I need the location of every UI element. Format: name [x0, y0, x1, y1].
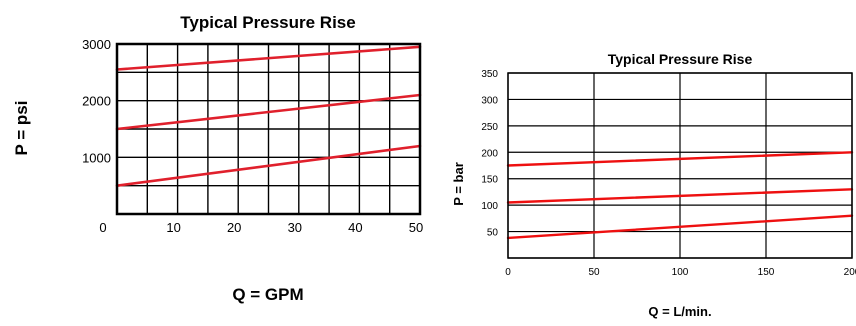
- series-line-3: [115, 144, 422, 187]
- y-tick-label: 250: [481, 122, 498, 133]
- y-axis-label: P = bar: [451, 162, 466, 205]
- x-tick-label: 100: [672, 267, 689, 278]
- x-tick-label: 150: [758, 267, 775, 278]
- y-tick-label: 150: [481, 175, 498, 186]
- y-tick-label: 300: [481, 95, 498, 106]
- y-tick-label: 100: [481, 201, 498, 212]
- series-line-1: [506, 151, 854, 167]
- x-tick-labels: 0 50 100 150 200: [505, 267, 856, 278]
- y-tick-label: 3000: [82, 37, 111, 52]
- chart-psi-vs-gpm: Typical Pressure Rise P = psi Q = GPM 10…: [12, 13, 423, 304]
- chart-title: Typical Pressure Rise: [608, 51, 753, 67]
- plot-frame: [115, 42, 422, 216]
- y-tick-labels: 1000 2000 3000: [82, 37, 111, 165]
- x-tick-label: 40: [348, 220, 362, 235]
- series-line-2: [115, 93, 422, 131]
- plot-frame: [507, 72, 853, 259]
- x-axis-label: Q = L/min.: [648, 304, 711, 319]
- y-tick-labels: 50 100 150 200 250 300 350: [481, 69, 498, 239]
- series-line-3: [506, 214, 854, 240]
- series-group: [115, 45, 422, 187]
- y-tick-label: 1000: [82, 150, 111, 165]
- x-tick-label: 0: [99, 220, 106, 235]
- chart-bar-vs-lpm: Typical Pressure Rise P = bar Q = L/min.…: [451, 51, 856, 319]
- x-tick-labels: 0 10 20 30 40 50: [99, 220, 423, 235]
- x-tick-label: 50: [588, 267, 600, 278]
- y-tick-label: 350: [481, 69, 498, 80]
- grid: [507, 72, 853, 259]
- y-tick-label: 200: [481, 148, 498, 159]
- x-tick-label: 50: [409, 220, 423, 235]
- y-tick-label: 2000: [82, 94, 111, 109]
- chart-title: Typical Pressure Rise: [180, 13, 355, 32]
- series-group: [506, 151, 854, 240]
- x-tick-label: 10: [166, 220, 180, 235]
- x-tick-label: 20: [227, 220, 241, 235]
- x-tick-label: 0: [505, 267, 511, 278]
- x-tick-label: 30: [288, 220, 302, 235]
- x-tick-label: 200: [844, 267, 856, 278]
- series-line-1: [115, 45, 422, 71]
- grid: [116, 43, 421, 215]
- series-line-2: [506, 188, 854, 204]
- y-tick-label: 50: [487, 228, 499, 239]
- x-axis-label: Q = GPM: [232, 285, 303, 304]
- y-axis-label: P = psi: [12, 101, 31, 156]
